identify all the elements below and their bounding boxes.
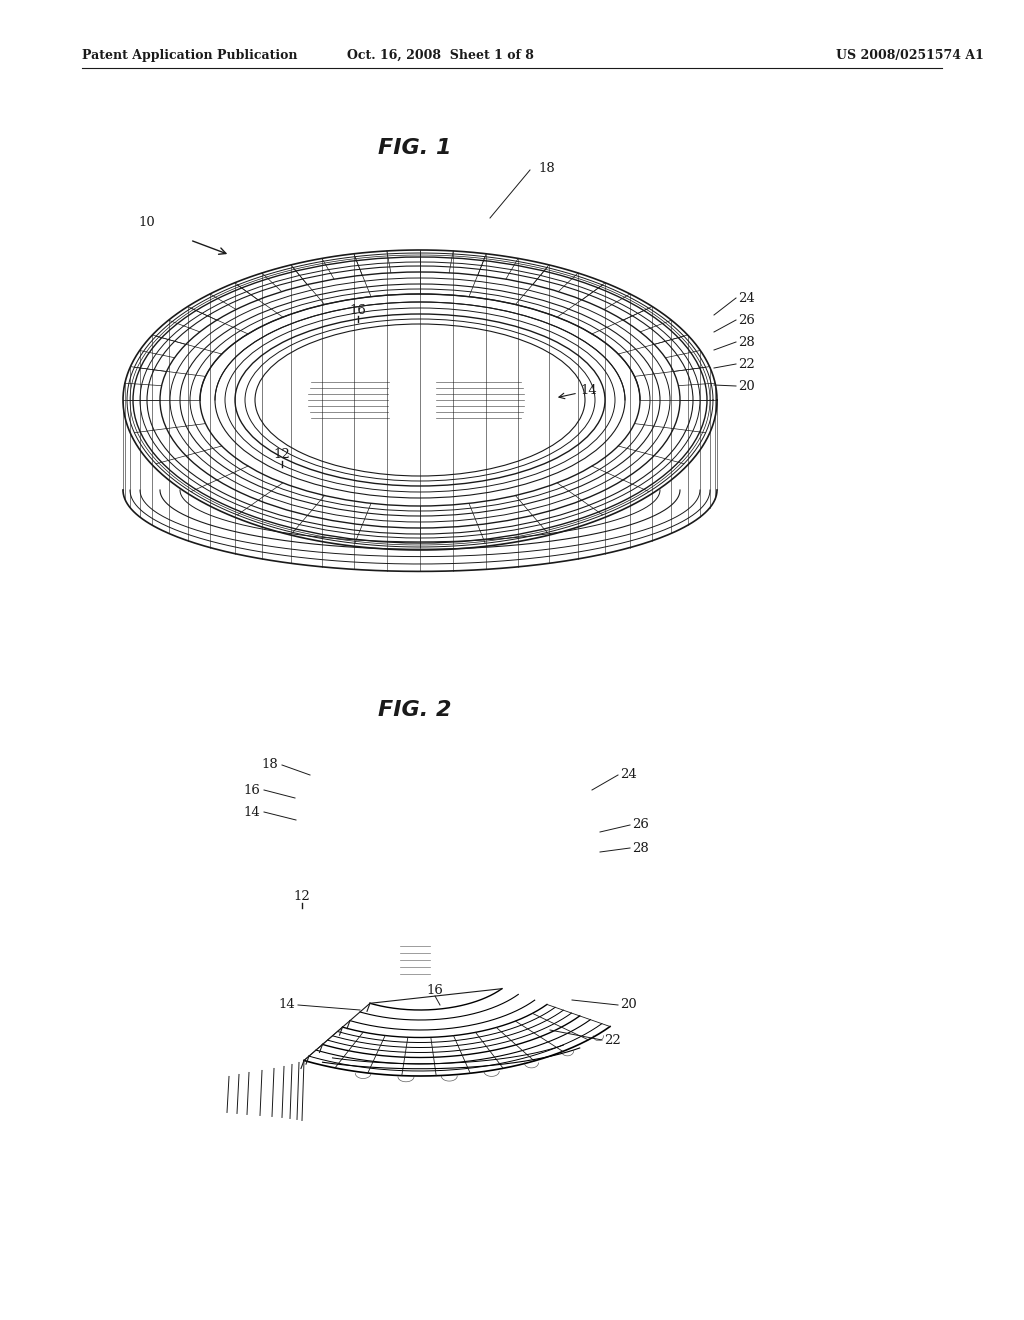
Text: 14: 14 — [580, 384, 597, 396]
Text: 28: 28 — [738, 335, 755, 348]
Text: 12: 12 — [273, 449, 291, 462]
Text: 20: 20 — [738, 380, 755, 392]
Text: 14: 14 — [244, 805, 260, 818]
Text: 14: 14 — [279, 998, 295, 1011]
Text: FIG. 2: FIG. 2 — [378, 700, 452, 719]
Text: 26: 26 — [738, 314, 755, 326]
Text: 16: 16 — [427, 983, 443, 997]
Text: 16: 16 — [349, 304, 367, 317]
Text: 20: 20 — [620, 998, 637, 1011]
Text: 22: 22 — [738, 358, 755, 371]
Text: 28: 28 — [632, 842, 649, 854]
Text: 18: 18 — [538, 161, 555, 174]
Text: 12: 12 — [294, 891, 310, 903]
Text: US 2008/0251574 A1: US 2008/0251574 A1 — [836, 49, 984, 62]
Text: 22: 22 — [604, 1034, 621, 1047]
Text: 26: 26 — [632, 818, 649, 832]
Text: Patent Application Publication: Patent Application Publication — [82, 49, 298, 62]
Text: 24: 24 — [738, 292, 755, 305]
Text: Oct. 16, 2008  Sheet 1 of 8: Oct. 16, 2008 Sheet 1 of 8 — [346, 49, 534, 62]
Text: FIG. 1: FIG. 1 — [378, 139, 452, 158]
Text: 16: 16 — [243, 784, 260, 796]
Text: 18: 18 — [261, 759, 278, 771]
Text: 24: 24 — [620, 768, 637, 781]
Text: 10: 10 — [138, 215, 155, 228]
